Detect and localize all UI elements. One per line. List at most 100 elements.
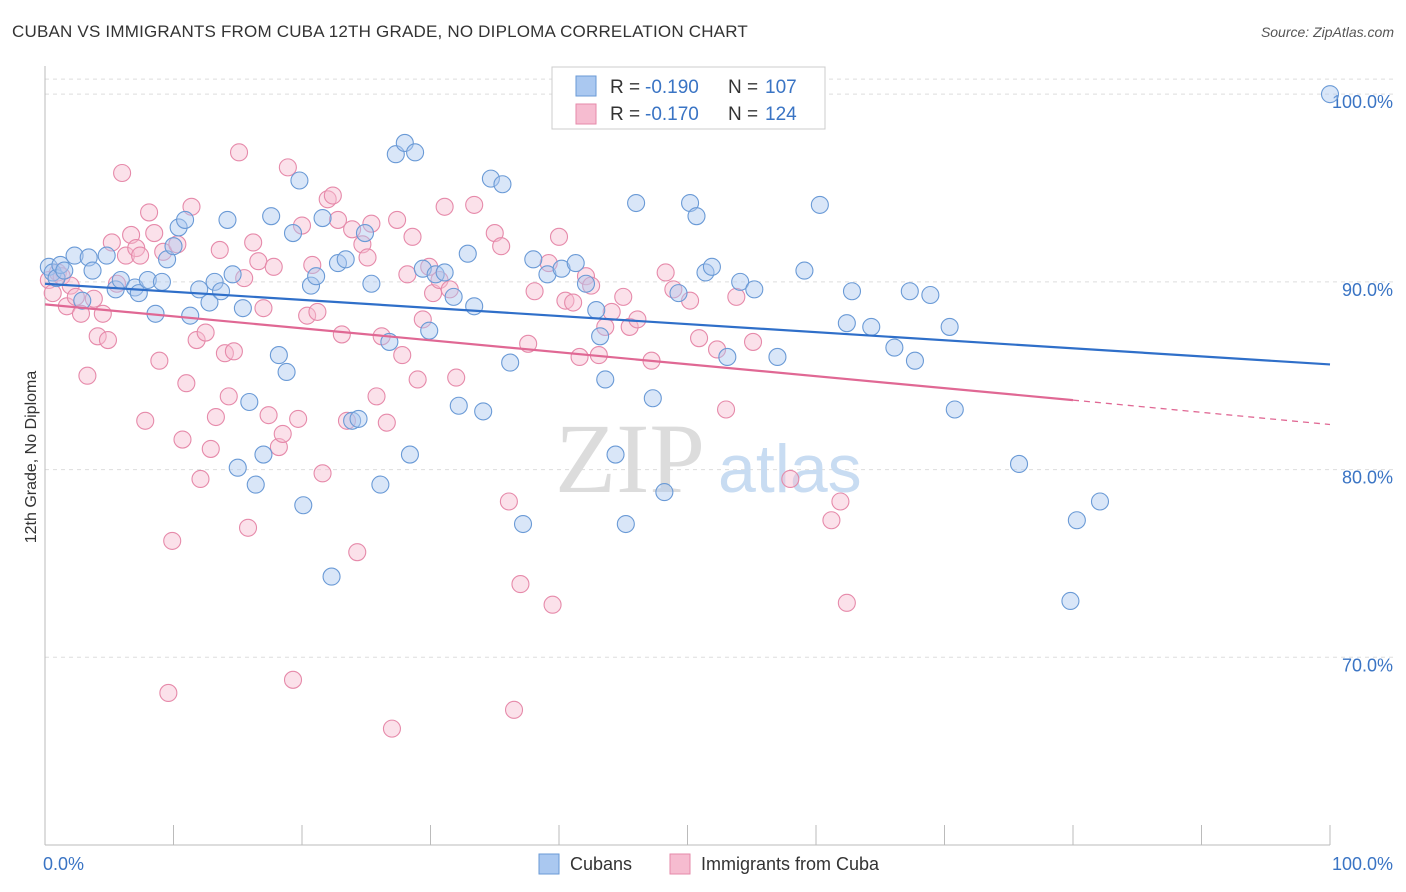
point-cubans bbox=[349, 409, 368, 428]
legend-r-value-cubans: -0.190 bbox=[645, 77, 699, 98]
x-tick-label-max: 100.0% bbox=[1332, 854, 1393, 874]
point-immigrants bbox=[140, 203, 159, 222]
point-immigrants bbox=[93, 304, 112, 323]
point-cubans bbox=[795, 261, 814, 280]
point-cubans bbox=[921, 285, 940, 305]
point-immigrants bbox=[447, 368, 466, 387]
legend-n-label-immigrants: N = bbox=[728, 104, 758, 125]
legend-bottom: Cubans Immigrants from Cuba bbox=[538, 853, 880, 875]
point-cubans bbox=[164, 237, 183, 256]
point-cubans bbox=[290, 171, 309, 190]
axis-layer: 70.0% 80.0% 90.0% 100.0% 0.0% 100.0% bbox=[43, 66, 1393, 874]
point-cubans bbox=[587, 300, 606, 320]
point-immigrants bbox=[403, 227, 422, 246]
legend-n-value-cubans: 107 bbox=[765, 77, 797, 98]
point-cubans bbox=[745, 280, 764, 299]
point-cubans bbox=[1090, 492, 1110, 511]
point-cubans bbox=[254, 445, 273, 464]
point-immigrants bbox=[131, 246, 150, 265]
point-cubans bbox=[355, 224, 375, 243]
point-cubans bbox=[65, 246, 84, 265]
legend-n-value-immigrants: 124 bbox=[765, 104, 797, 125]
point-cubans bbox=[158, 250, 177, 269]
point-immigrants bbox=[159, 683, 178, 703]
point-cubans bbox=[900, 282, 919, 301]
point-cubans bbox=[211, 282, 231, 301]
point-cubans bbox=[228, 458, 247, 477]
point-cubans bbox=[83, 261, 102, 280]
point-cubans bbox=[616, 514, 635, 534]
point-immigrants bbox=[88, 327, 107, 346]
point-immigrants bbox=[831, 492, 850, 511]
point-immigrants bbox=[145, 224, 164, 243]
point-immigrants bbox=[273, 424, 292, 443]
point-cubans bbox=[465, 297, 484, 316]
point-cubans bbox=[444, 287, 463, 306]
point-immigrants bbox=[163, 531, 182, 550]
point-cubans bbox=[277, 362, 296, 382]
point-immigrants bbox=[264, 257, 283, 276]
series-cubans-points bbox=[39, 85, 1340, 611]
legend-swatch-immigrants bbox=[575, 103, 597, 125]
point-cubans bbox=[862, 317, 881, 336]
point-immigrants bbox=[177, 374, 196, 393]
point-cubans bbox=[885, 338, 904, 357]
watermark: ZIP atlas bbox=[555, 403, 862, 514]
legend-bottom-swatch-immigrants bbox=[669, 853, 691, 875]
legend-r-value-immigrants: -0.170 bbox=[645, 104, 699, 125]
legend-top: R = -0.190 N = 107 R = -0.170 N = 124 bbox=[551, 66, 826, 130]
trend-line-immigrants-extension bbox=[1072, 399, 1331, 426]
point-immigrants bbox=[259, 406, 278, 425]
point-immigrants bbox=[43, 284, 62, 303]
point-immigrants bbox=[348, 543, 367, 562]
point-immigrants bbox=[576, 267, 596, 286]
chart-title: CUBAN VS IMMIGRANTS FROM CUBA 12TH GRADE… bbox=[12, 22, 748, 41]
point-immigrants bbox=[116, 246, 136, 265]
point-immigrants bbox=[716, 400, 736, 419]
point-cubans bbox=[566, 254, 585, 273]
point-immigrants bbox=[298, 306, 317, 325]
point-cubans bbox=[336, 250, 355, 269]
point-cubans bbox=[322, 567, 341, 586]
point-cubans bbox=[596, 370, 615, 389]
point-cubans bbox=[313, 208, 332, 228]
point-immigrants bbox=[235, 269, 254, 288]
point-immigrants bbox=[313, 464, 332, 483]
point-cubans bbox=[669, 284, 688, 303]
point-immigrants bbox=[549, 227, 569, 246]
point-immigrants bbox=[289, 409, 308, 428]
point-cubans bbox=[945, 400, 964, 419]
point-immigrants bbox=[398, 265, 417, 284]
legend-bottom-label-immigrants: Immigrants from Cuba bbox=[701, 854, 880, 874]
point-immigrants bbox=[543, 595, 562, 614]
point-immigrants bbox=[465, 195, 484, 214]
point-immigrants bbox=[173, 430, 192, 449]
point-immigrants bbox=[435, 197, 454, 216]
point-cubans bbox=[343, 411, 362, 430]
point-immigrants bbox=[98, 331, 118, 350]
point-cubans bbox=[371, 475, 390, 494]
point-immigrants bbox=[822, 511, 841, 530]
point-cubans bbox=[406, 143, 425, 162]
point-cubans bbox=[223, 265, 242, 284]
watermark-atlas: atlas bbox=[718, 431, 862, 507]
point-cubans bbox=[718, 347, 737, 367]
point-cubans bbox=[687, 207, 706, 226]
chart-source: Source: ZipAtlas.com bbox=[1260, 24, 1394, 40]
point-cubans bbox=[283, 224, 303, 243]
point-cubans bbox=[301, 276, 321, 295]
point-cubans bbox=[655, 483, 674, 502]
point-cubans bbox=[702, 257, 721, 276]
point-immigrants bbox=[150, 351, 169, 370]
point-immigrants bbox=[377, 413, 396, 432]
point-cubans bbox=[1061, 591, 1080, 611]
point-immigrants bbox=[206, 407, 225, 427]
point-immigrants bbox=[499, 492, 518, 511]
legend-swatch-cubans bbox=[575, 75, 597, 97]
point-immigrants bbox=[602, 302, 621, 321]
point-immigrants bbox=[71, 304, 91, 323]
point-cubans bbox=[138, 270, 157, 290]
point-cubans bbox=[97, 246, 116, 265]
point-immigrants bbox=[323, 186, 342, 205]
